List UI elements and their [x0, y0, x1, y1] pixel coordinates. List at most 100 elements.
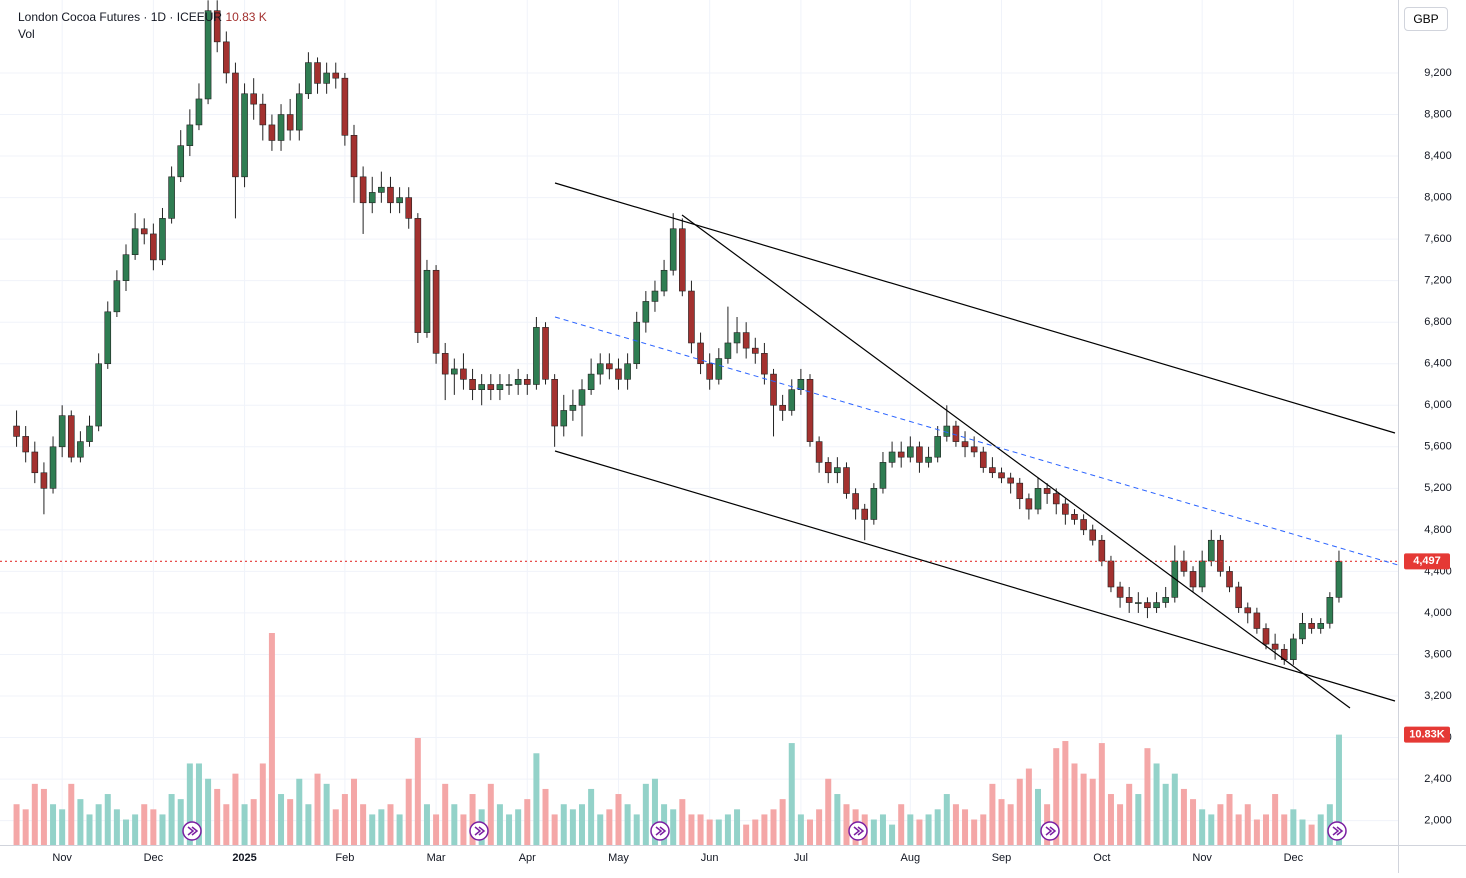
candle-body: [496, 384, 504, 390]
volume-bar: [1217, 804, 1224, 845]
volume-bar: [588, 788, 595, 845]
candle-body: [1308, 623, 1315, 629]
currency-button[interactable]: GBP: [1404, 7, 1448, 31]
volume-bar: [278, 794, 285, 845]
candle-body: [1007, 477, 1014, 484]
volume-bar: [1253, 819, 1260, 845]
volume-bar: [141, 804, 148, 845]
volume-bar: [396, 814, 403, 845]
candle-body: [305, 62, 312, 95]
volume-bar: [442, 783, 449, 845]
volume-bar: [360, 804, 367, 845]
last-price-tag: [1404, 553, 1450, 570]
volume-bar: [770, 809, 777, 845]
candle-body: [852, 493, 859, 510]
candle-body: [761, 353, 768, 375]
candle-body: [268, 124, 276, 141]
volume-bar: [369, 814, 376, 845]
candle-body: [824, 462, 832, 474]
candle-body: [441, 353, 449, 375]
candle-body: [1144, 602, 1151, 609]
candle-body: [168, 176, 175, 219]
candle-body: [487, 384, 495, 390]
candle-body: [314, 62, 321, 84]
volume-bar: [724, 814, 731, 845]
candle-body: [523, 379, 531, 385]
candle-body: [186, 124, 194, 146]
candle-body: [77, 441, 84, 458]
candle-body: [432, 269, 440, 354]
y-tick-label: 4,000: [1424, 607, 1452, 619]
candle-body: [387, 186, 394, 204]
candle-body: [95, 363, 102, 427]
candle-body: [359, 176, 367, 204]
trendlines: [554, 182, 1399, 709]
volume-bar: [1208, 814, 1215, 845]
candle-body: [1198, 560, 1206, 588]
volume-bar: [59, 809, 66, 845]
y-tick-label: 7,600: [1424, 233, 1452, 245]
candle-body: [979, 451, 987, 468]
volume-bar: [980, 814, 987, 845]
candle-body: [177, 145, 185, 178]
volume-bar: [1144, 748, 1151, 845]
candle-body: [1235, 586, 1242, 609]
candle-body: [1253, 612, 1261, 629]
y-tick-label: 5,200: [1424, 482, 1452, 494]
volume-bar: [1244, 804, 1251, 845]
volume-bar: [68, 783, 75, 845]
volume-bar: [1171, 773, 1178, 845]
candle-body: [423, 269, 431, 333]
candle-body: [897, 451, 905, 458]
volume-bar: [314, 773, 321, 845]
candle-body: [405, 197, 413, 219]
volume-bar: [515, 809, 522, 845]
candle-body: [232, 72, 239, 178]
x-tick-label: Jun: [701, 852, 719, 864]
candle-body: [1326, 597, 1334, 624]
volume-bar: [259, 763, 266, 845]
candle-body: [259, 103, 267, 126]
volume-bar: [332, 809, 339, 845]
volume-bar: [1080, 773, 1087, 845]
candle-body: [642, 301, 650, 323]
volume-bar: [807, 819, 813, 845]
candle-body: [1153, 602, 1160, 609]
candle-body: [323, 72, 330, 84]
volume-bar: [1299, 819, 1306, 845]
candle-body: [542, 327, 549, 380]
candle-body: [560, 410, 568, 427]
x-tick-label: Sep: [992, 852, 1012, 864]
volume-bar: [971, 819, 978, 845]
volume-bar: [1089, 778, 1096, 845]
volume-bar: [1107, 794, 1114, 845]
volume-bar: [405, 778, 412, 845]
y-tick-label: 7,200: [1424, 275, 1452, 287]
volume-bar: [305, 804, 312, 845]
candle-body: [998, 472, 1005, 479]
x-tick-label: Dec: [144, 852, 164, 864]
volume-bar: [779, 799, 786, 845]
volume-bar: [40, 788, 47, 845]
price-axis-bg: [1399, 0, 1466, 878]
volume-bar: [1025, 768, 1032, 845]
volume-bar: [952, 804, 959, 845]
volume-bar: [1035, 788, 1041, 845]
candle-body: [1107, 560, 1115, 588]
volume-bar: [31, 783, 38, 845]
x-tick-label: Oct: [1093, 852, 1110, 864]
volume-bar: [1126, 783, 1133, 845]
y-tick-label: 4,800: [1424, 524, 1452, 536]
candle-body: [1034, 488, 1042, 510]
volume-bar: [642, 783, 649, 845]
candle-body: [788, 389, 796, 411]
candle-body: [67, 415, 75, 458]
volume-bar: [1180, 788, 1187, 845]
candle-body: [651, 290, 659, 302]
candle-body: [1016, 482, 1024, 500]
x-tick-label: Apr: [519, 852, 536, 864]
volume-bar: [925, 814, 932, 845]
candle-body: [195, 98, 203, 126]
x-tick-label: Nov: [1192, 852, 1212, 864]
candle-body: [514, 379, 522, 385]
